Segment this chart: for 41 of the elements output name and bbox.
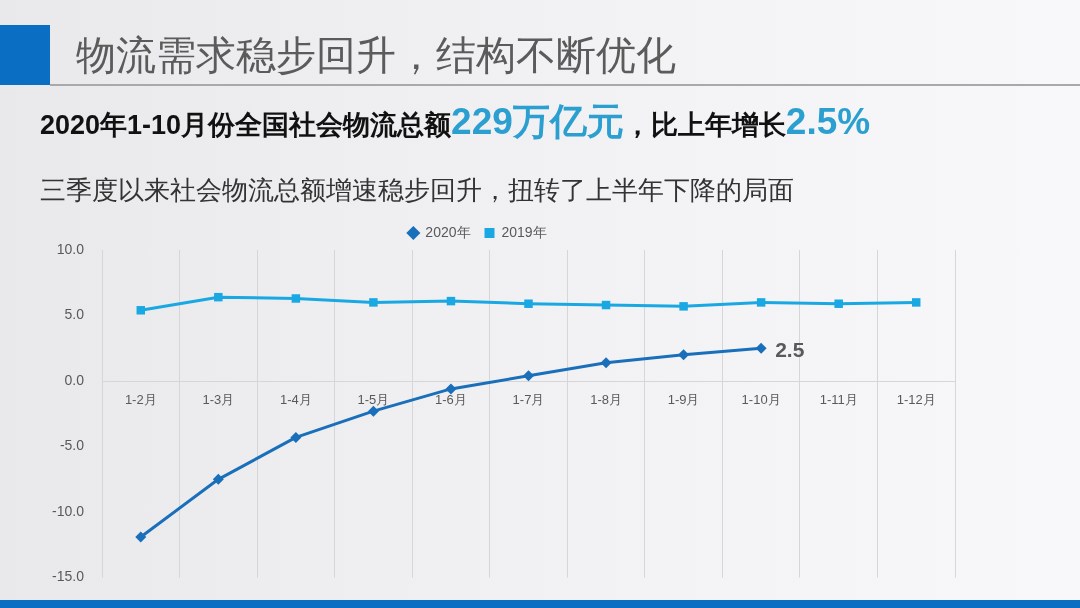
y-tick-label: 0.0	[64, 371, 85, 388]
point	[369, 298, 378, 307]
x-tick-label: 1-8月	[590, 392, 622, 408]
point	[367, 405, 379, 417]
y-tick-label: -10.0	[52, 502, 85, 519]
point	[834, 299, 843, 308]
legend-label: 2019年	[501, 223, 547, 240]
point	[523, 370, 534, 382]
point	[136, 306, 146, 315]
point	[755, 342, 767, 354]
y-tick-label: 10.0	[56, 240, 85, 257]
data-label: 2.5	[775, 338, 805, 362]
y-tick-label: 5.0	[64, 306, 85, 323]
point	[911, 298, 921, 307]
y-tick-label: -15.0	[52, 568, 85, 585]
x-tick-label: 1-5月	[357, 392, 390, 408]
point	[212, 473, 224, 485]
legend-label: 2020年	[425, 223, 471, 240]
point	[524, 299, 533, 308]
point	[445, 383, 457, 395]
point	[135, 531, 147, 543]
x-tick-label: 1-11月	[819, 392, 858, 408]
x-tick-label: 1-9月	[667, 392, 700, 408]
x-tick-label: 1-10月	[741, 392, 781, 408]
x-tick-label: 1-12月	[896, 392, 936, 408]
point	[214, 292, 223, 302]
x-tick-label: 1-3月	[202, 392, 235, 408]
x-tick-label: 1-6月	[435, 392, 467, 408]
chart-title: 物流需求稳步回升，结构不断优化	[76, 32, 676, 79]
x-tick-label: 1-7月	[512, 392, 545, 408]
point	[679, 302, 688, 311]
point	[756, 298, 766, 307]
point	[291, 294, 301, 303]
point	[290, 431, 302, 443]
text: 三季度以来社会物流总额增速稳步回升，扭转了上半年下降的局面	[40, 174, 794, 207]
x-tick-label: 1-4月	[279, 392, 312, 408]
point	[678, 349, 690, 361]
y-tick-label: -5.0	[59, 437, 85, 454]
x-tick-label: 1-2月	[124, 392, 157, 408]
chart-subtitle: 2020年1-10月份全国社会物流总额229万亿元，比上年增长2.5%	[40, 100, 871, 144]
point	[600, 357, 612, 369]
